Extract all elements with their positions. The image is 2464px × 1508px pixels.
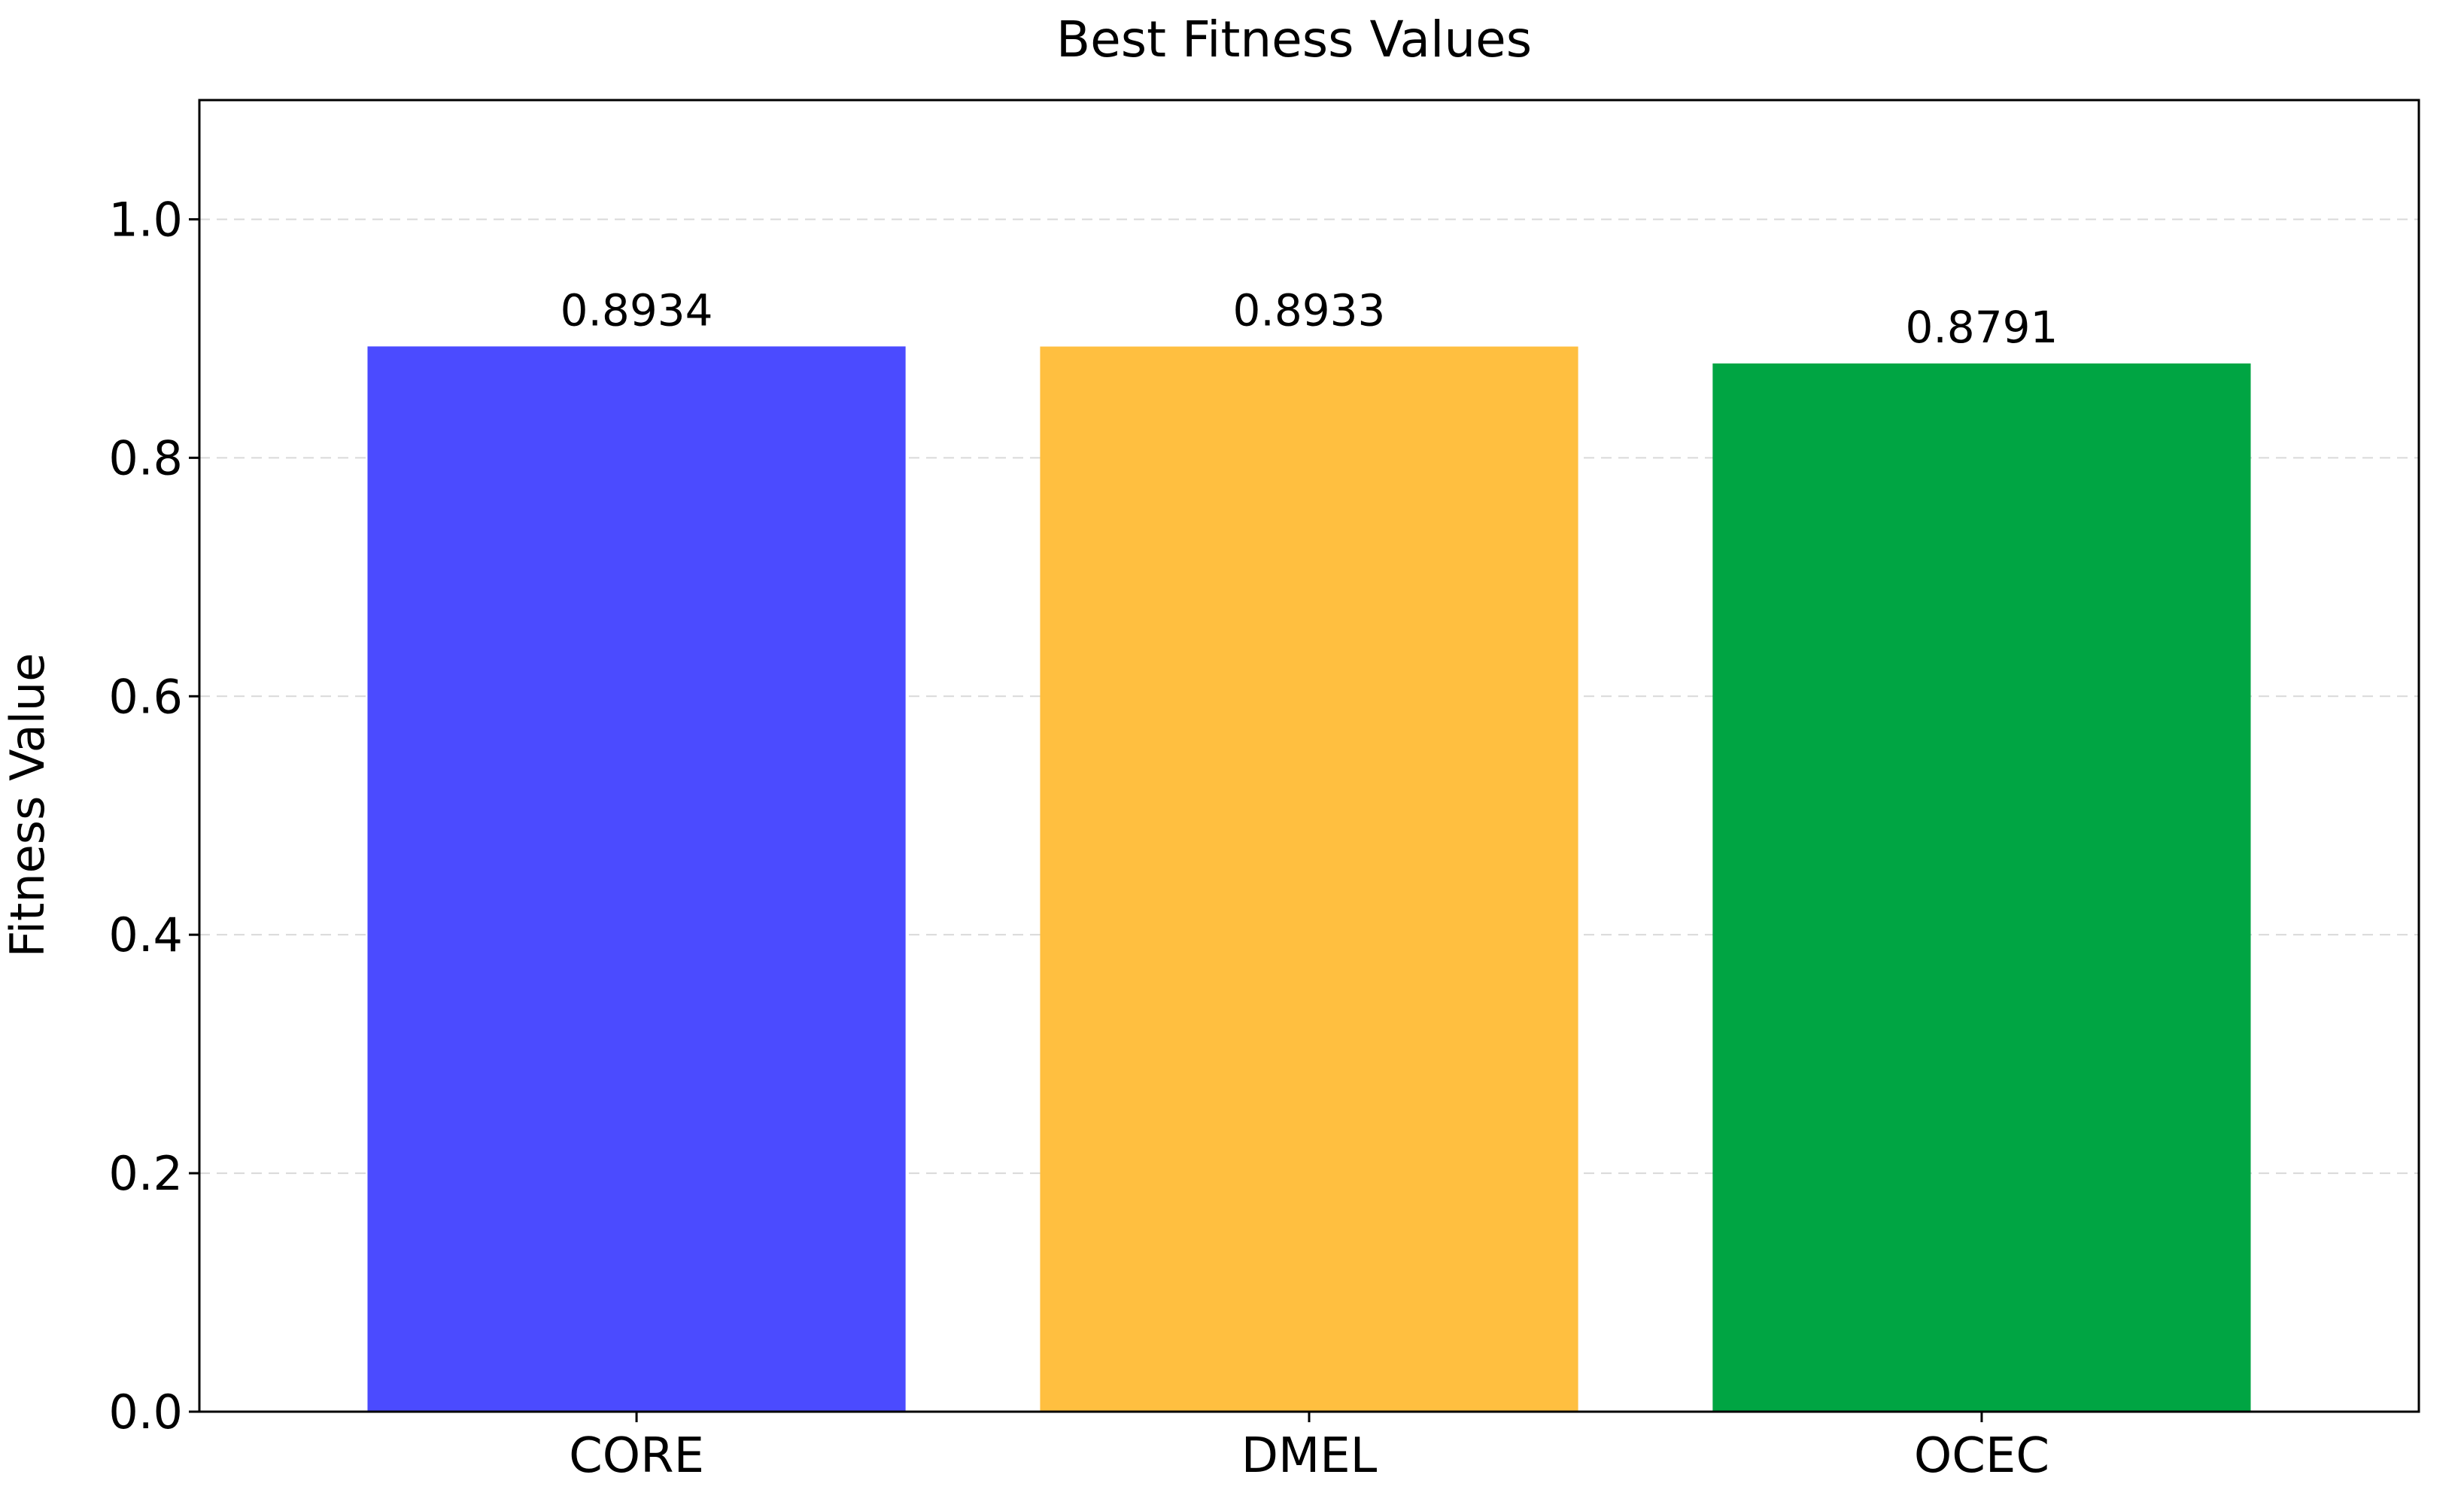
y-axis-label: Fitness Value: [0, 653, 55, 958]
bar-value-labels: 0.8934 0.8933 0.8791: [561, 284, 2058, 353]
bars: [367, 346, 2251, 1412]
plot-frame: [198, 99, 2420, 1413]
x-axis: CORE DMEL OCEC: [569, 1412, 2049, 1484]
bar-value-label: 0.8791: [1905, 302, 2058, 353]
chart-title: Best Fitness Values: [1056, 11, 1532, 68]
bar-ocec: [1712, 363, 2251, 1412]
bar-dmel: [1040, 346, 1578, 1412]
y-tick-label: 0.8: [108, 430, 183, 485]
bar-value-label: 0.8934: [561, 284, 713, 336]
bar-value-label: 0.8933: [1233, 285, 1386, 336]
y-tick-label: 0.4: [108, 908, 183, 962]
x-tick-label: DMEL: [1241, 1428, 1378, 1484]
y-axis: 0.0 0.2 0.4 0.6 0.8 1.0: [108, 192, 199, 1440]
y-tick-label: 0.0: [108, 1385, 183, 1440]
x-tick-label: CORE: [569, 1428, 704, 1484]
y-tick-label: 0.6: [108, 669, 183, 724]
y-tick-label: 1.0: [108, 192, 183, 247]
bar-core: [367, 346, 906, 1412]
y-tick-label: 0.2: [108, 1146, 183, 1201]
x-tick-label: OCEC: [1914, 1428, 2049, 1484]
